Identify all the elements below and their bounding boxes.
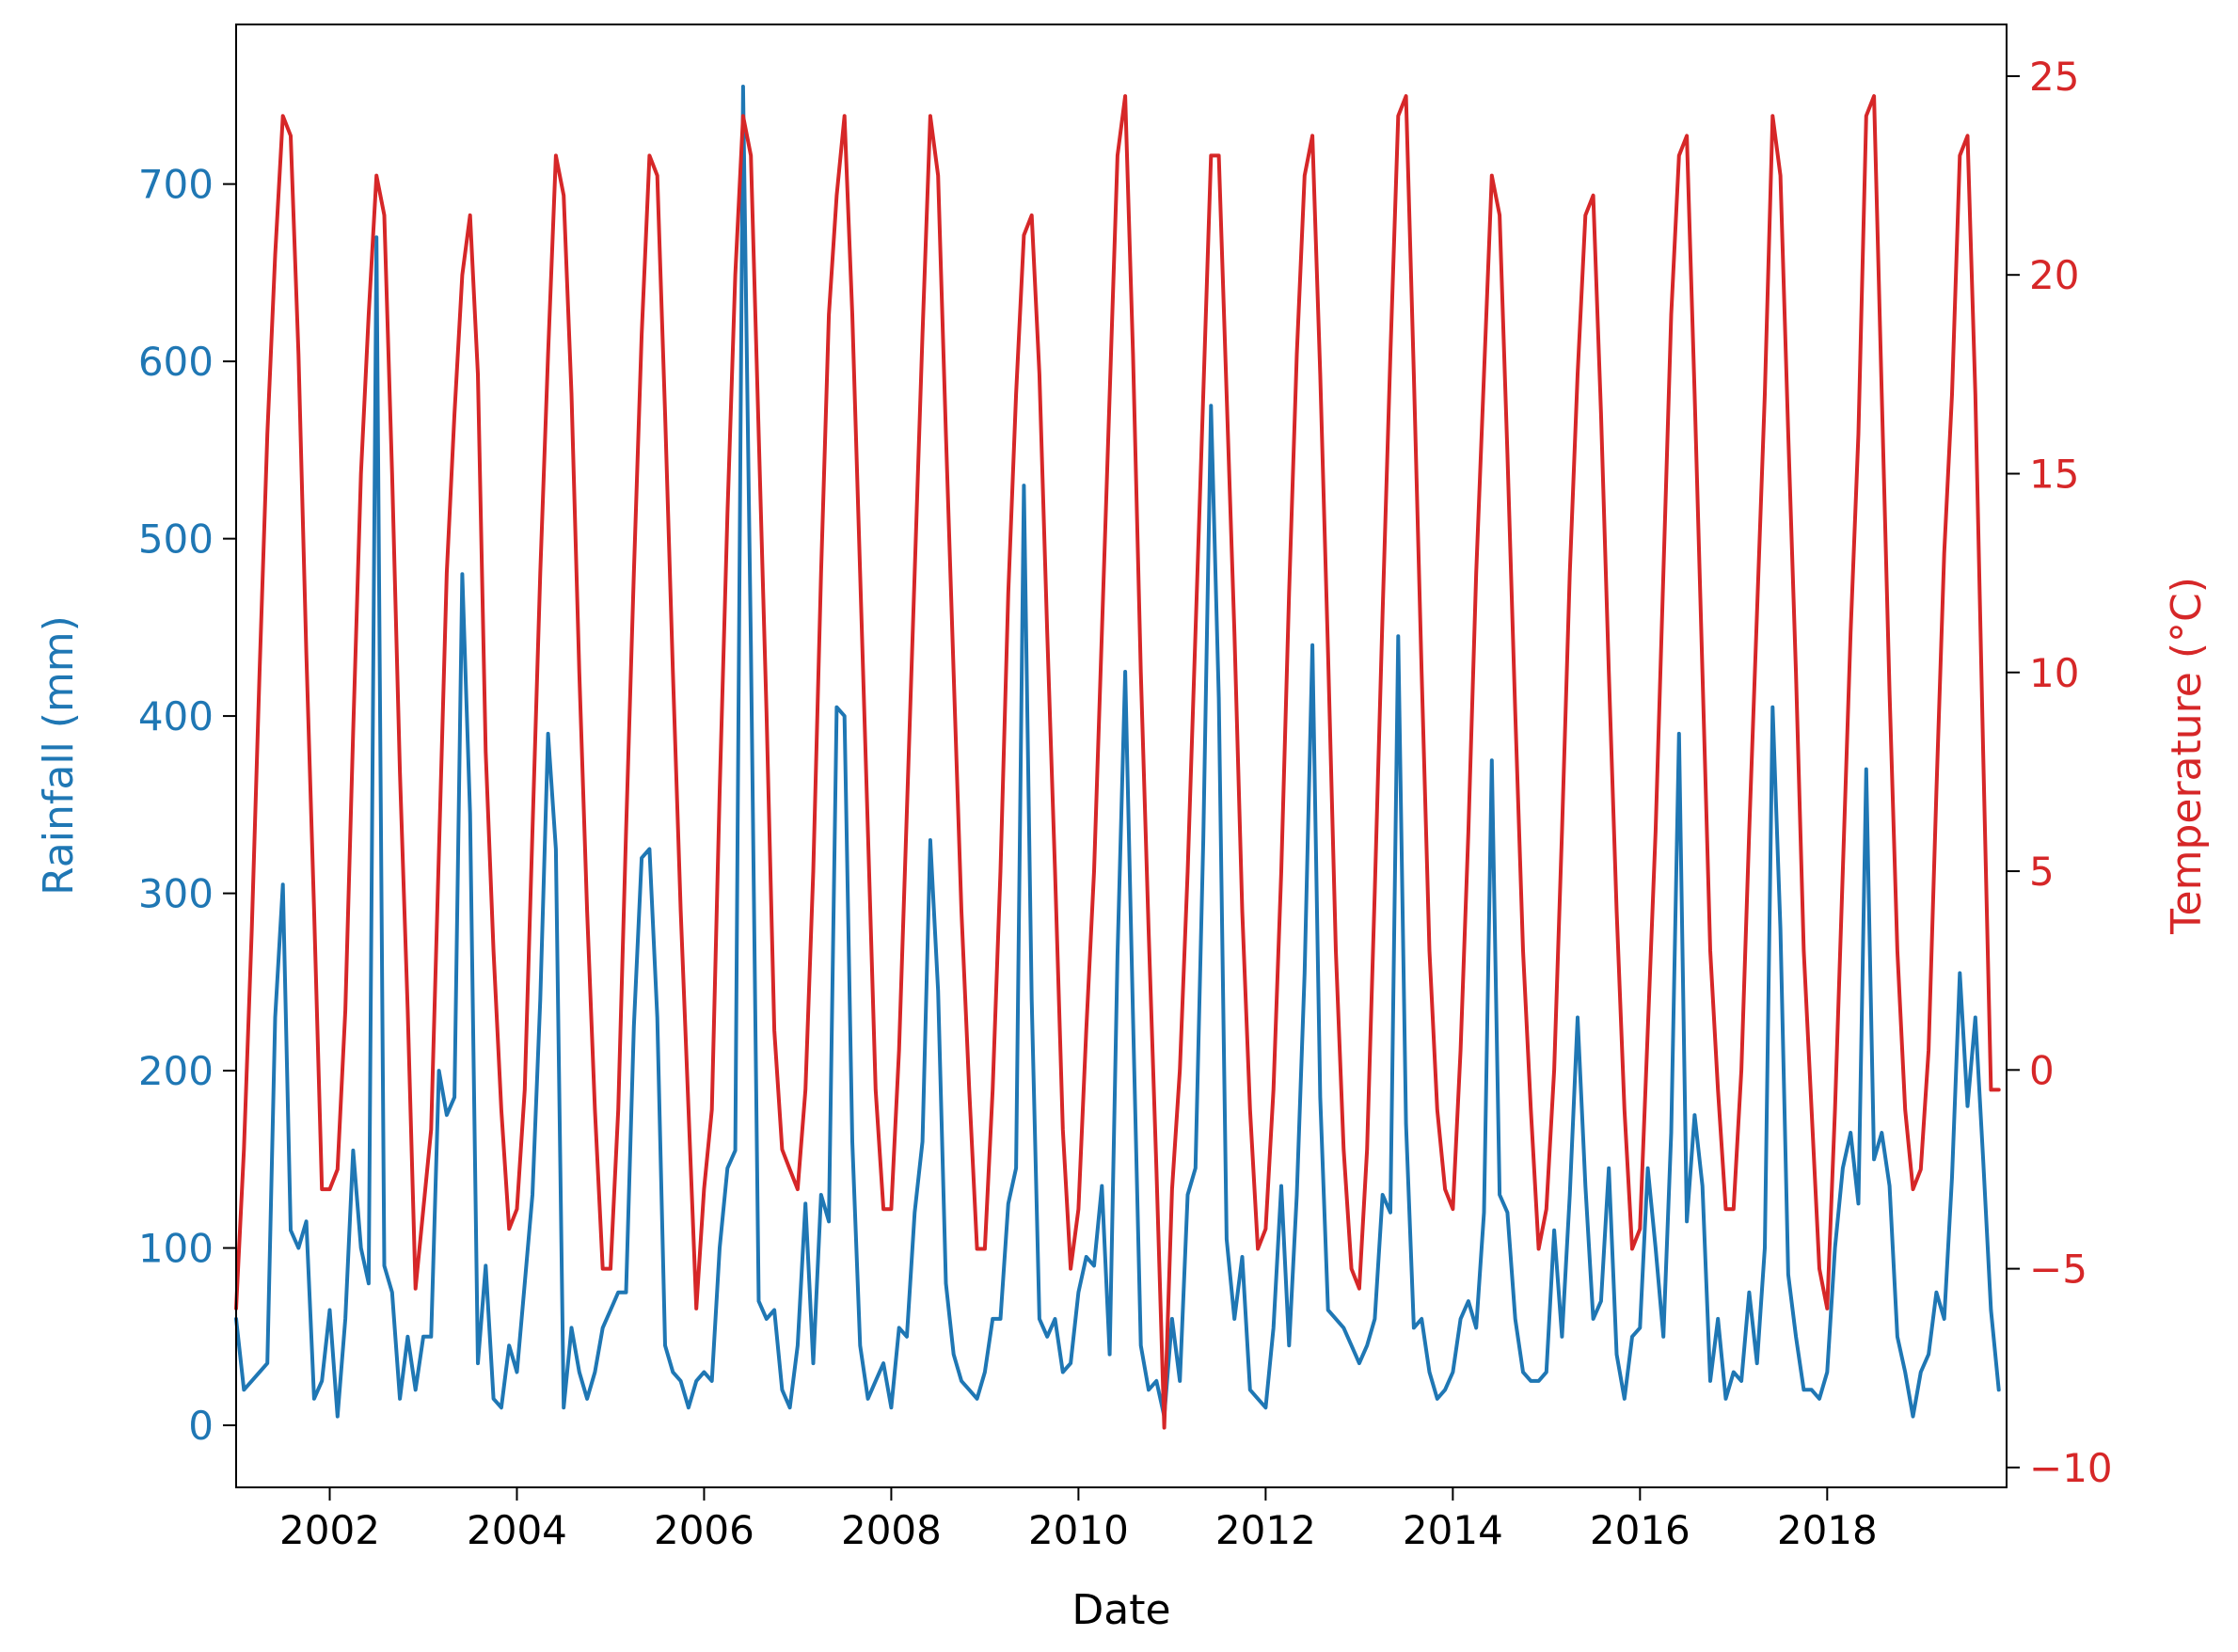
series-layer — [234, 85, 2001, 1430]
right-y-axis: −10 −5 0 5 10 15 20 25 — [2007, 54, 2113, 1491]
right-y-tick-label: 5 — [2029, 849, 2055, 895]
left-y-tick-label: 100 — [138, 1226, 214, 1272]
left-y-axis: 0 100 200 300 400 500 600 700 — [138, 162, 236, 1449]
rainfall-series-line — [234, 85, 2001, 1419]
right-y-tick-label: 0 — [2029, 1047, 2055, 1093]
right-y-axis-title: Temperature (°C) — [2163, 577, 2211, 935]
x-axis: 2002 2004 2006 2008 2010 2012 2014 2016 2018 — [279, 1487, 1878, 1553]
right-y-tick-label: 20 — [2029, 252, 2079, 298]
left-y-tick-label: 0 — [188, 1403, 214, 1449]
right-y-tick-label: −10 — [2029, 1445, 2113, 1491]
left-y-tick-label: 200 — [138, 1048, 214, 1094]
right-y-tick-label: 10 — [2029, 650, 2079, 696]
x-tick-label: 2018 — [1777, 1507, 1878, 1553]
x-tick-label: 2016 — [1590, 1507, 1690, 1553]
left-y-tick-label: 300 — [138, 871, 214, 917]
left-y-tick-label: 600 — [138, 339, 214, 385]
x-tick-label: 2004 — [467, 1507, 567, 1553]
x-tick-label: 2014 — [1403, 1507, 1503, 1553]
x-tick-label: 2012 — [1215, 1507, 1316, 1553]
right-y-tick-label: 25 — [2029, 54, 2079, 100]
x-tick-label: 2006 — [654, 1507, 754, 1553]
x-axis-title: Date — [1071, 1586, 1170, 1634]
right-y-tick-label: 15 — [2029, 451, 2079, 497]
left-y-tick-label: 500 — [138, 516, 214, 563]
plot-frame — [235, 24, 2008, 1488]
left-y-tick-label: 700 — [138, 162, 214, 208]
left-y-axis-title: Rainfall (mm) — [35, 615, 83, 896]
x-tick-label: 2002 — [279, 1507, 380, 1553]
x-tick-label: 2010 — [1028, 1507, 1129, 1553]
left-y-tick-label: 400 — [138, 693, 214, 739]
x-tick-label: 2008 — [841, 1507, 942, 1553]
right-y-tick-label: −5 — [2029, 1247, 2087, 1293]
temperature-series-line — [234, 94, 2001, 1430]
